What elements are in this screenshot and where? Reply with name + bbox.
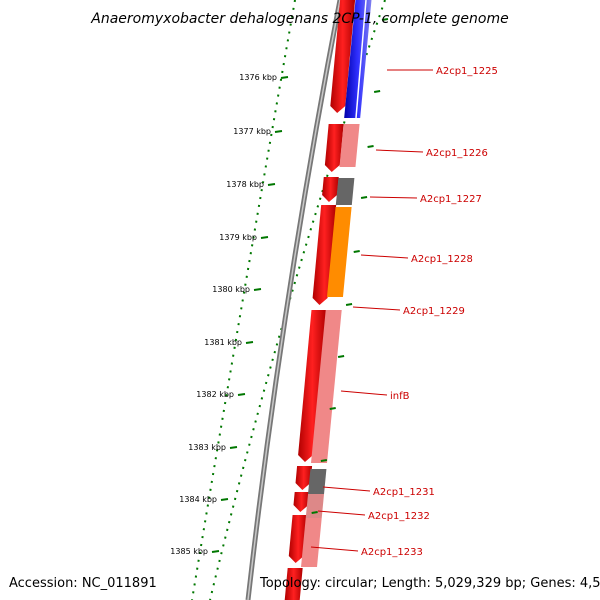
gene-block-pink: [301, 518, 322, 567]
tick-mark: [253, 288, 262, 291]
gene-leader-line: [375, 149, 424, 153]
cds-track: [284, 0, 356, 600]
gene-label: A2cp1_1231: [373, 487, 435, 498]
gene-label-track: A2cp1_1225 A2cp1_1226 A2cp1_1227 A2cp1_1228…: [310, 66, 498, 558]
gene-block-blue: [344, 0, 372, 118]
gene-leader-line: [369, 196, 418, 199]
cds-arrow: [330, 0, 356, 113]
tick-label: 1376 kbp: [239, 73, 277, 82]
cds-arrow: [295, 466, 313, 490]
cds-arrow: [284, 568, 303, 600]
accession-text: Accession: NC_011891: [9, 576, 157, 591]
map-title: Anaeromyxobacter dehalogenans 2CP-1, com…: [90, 11, 508, 27]
gene-leader-line: [322, 486, 371, 492]
cds-arrow: [293, 492, 310, 512]
tick-mark: [267, 183, 276, 186]
outer-tick: [381, 18, 389, 21]
tick-mark: [274, 130, 283, 133]
gene-leader-line: [360, 254, 409, 259]
gene-block-pink: [305, 494, 325, 518]
tick-label: 1379 kbp: [219, 233, 257, 242]
outer-tick: [367, 145, 374, 148]
feature-track: [301, 0, 372, 567]
cds-arrow: [322, 177, 339, 202]
gene-label: infB: [390, 391, 410, 402]
gene-leader-line: [310, 546, 359, 552]
gene-leader-line: [317, 510, 366, 516]
cds-arrow: [324, 124, 344, 172]
gene-leader-line: [352, 306, 401, 311]
outer-tick: [320, 459, 328, 462]
gene-label: A2cp1_1226: [426, 148, 488, 159]
outer-tick: [353, 250, 360, 253]
gene-block-gray: [335, 178, 355, 205]
gene-label: A2cp1_1225: [436, 66, 498, 77]
tick-label: 1378 kbp: [226, 180, 264, 189]
block-divider: [355, 0, 367, 119]
tick-label: 1377 kbp: [233, 127, 271, 136]
tick-label: 1382 kbp: [196, 390, 234, 399]
genome-stats-text: Topology: circular; Length: 5,029,329 bp…: [259, 576, 600, 591]
outer-tick: [311, 511, 318, 514]
tick-label: 1385 kbp: [170, 547, 208, 556]
gene-leader-line: [340, 390, 388, 396]
tick-label: 1381 kbp: [204, 338, 242, 347]
gene-label: A2cp1_1232: [368, 511, 430, 522]
tick-mark: [237, 393, 246, 396]
gene-label: A2cp1_1229: [403, 306, 465, 317]
tick-mark: [211, 550, 220, 553]
tick-mark: [229, 446, 238, 449]
tick-label: 1384 kbp: [179, 495, 217, 504]
tick-label: 1380 kbp: [212, 285, 250, 294]
outer-tick: [337, 355, 345, 358]
gene-label: A2cp1_1228: [411, 254, 473, 265]
outer-tick: [329, 407, 336, 410]
outer-tick: [345, 303, 353, 306]
gene-block-pink: [311, 310, 342, 463]
gene-block-gray: [308, 469, 327, 494]
cds-arrow: [312, 205, 337, 305]
tick-label: 1383 kbp: [188, 443, 226, 452]
tick-mark: [280, 76, 289, 79]
genome-backbone-highlight: [247, 0, 341, 600]
tick-mark: [260, 236, 269, 239]
gene-block-orange: [326, 207, 352, 297]
gene-label: A2cp1_1227: [420, 194, 482, 205]
genome-backbone: [245, 0, 343, 600]
outer-tick: [373, 90, 381, 93]
tick-track: 1376 kbp 1377 kbp 1378 kbp 1379 kbp 1380 kbp…: [170, 18, 389, 556]
inner-ruler: [191, 0, 296, 600]
cds-arrow: [298, 310, 327, 462]
gene-label: A2cp1_1233: [361, 547, 423, 558]
outer-tick: [360, 196, 368, 199]
gene-block-pink: [339, 124, 360, 167]
tick-mark: [220, 498, 229, 501]
tick-mark: [245, 341, 254, 344]
